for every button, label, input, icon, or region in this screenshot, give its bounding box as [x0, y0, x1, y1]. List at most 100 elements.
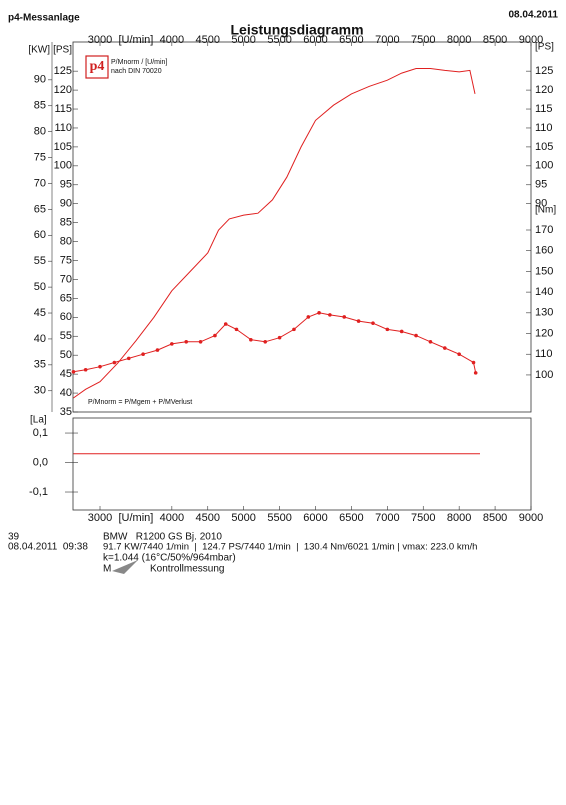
curve-point	[356, 319, 361, 323]
curve-point	[414, 333, 418, 338]
x-tick-label: 4500	[196, 34, 220, 46]
x-tick-label: 5000	[231, 34, 255, 46]
right-y-tick-label: 115	[535, 103, 553, 115]
x-axis-label: [U/min]	[119, 512, 154, 524]
curve-point	[443, 346, 447, 350]
y2-tick-label: 140	[535, 286, 553, 298]
y-tick-label: 40	[60, 387, 72, 399]
x-tick-label: 6500	[339, 34, 363, 46]
y-tick-label: 0,0	[33, 456, 48, 468]
y-tick-label: 85	[60, 217, 72, 229]
x-tick-label: 4000	[160, 512, 184, 524]
kw-tick-label: 55	[34, 255, 46, 267]
x-tick-label: 5000	[231, 512, 255, 524]
curve-point	[263, 340, 268, 344]
logo-box	[85, 55, 109, 79]
curve-point	[184, 340, 189, 344]
x-tick-label: 4500	[196, 512, 220, 524]
x-axis-label: [U/min]	[119, 34, 154, 46]
right-y-tick-label: 95	[535, 179, 547, 191]
kw-tick-label: 85	[34, 100, 46, 112]
kw-tick-label: 30	[34, 385, 46, 397]
y-tick-label: 60	[60, 311, 72, 323]
y-tick-label: 125	[54, 65, 72, 77]
y-tick-label: 55	[60, 330, 72, 342]
y-tick-label: 120	[54, 84, 72, 96]
pen-mark	[112, 560, 138, 574]
y2-tick-label: 160	[535, 245, 553, 257]
y-tick-label: 65	[60, 292, 72, 304]
x-tick-label: 7500	[411, 34, 435, 46]
datetime: 08.04.2011 09:38	[8, 542, 88, 553]
curve-point	[141, 352, 145, 357]
curve-point	[213, 333, 217, 338]
x-tick-label: 6000	[303, 512, 327, 524]
y-tick-label: 35	[60, 406, 72, 418]
kw-tick-label: 45	[34, 307, 46, 319]
curve-point	[473, 371, 478, 375]
curve-point	[155, 348, 160, 352]
kw-tick-label: 65	[34, 203, 46, 215]
y2-tick-label: 130	[535, 307, 553, 319]
right-y-axis-label: [PS]	[535, 42, 554, 53]
y2-tick-label: 120	[535, 327, 553, 339]
curve-point	[112, 360, 117, 365]
y2-tick-label: 100	[535, 369, 553, 381]
kw-tick-label: 50	[34, 281, 46, 293]
y-tick-label: 80	[60, 235, 72, 247]
curve-point	[98, 364, 102, 369]
right-y-tick-label: 105	[535, 141, 553, 153]
y-tick-label: 100	[54, 160, 72, 172]
y2-tick-label: 110	[535, 348, 553, 360]
kw-tick-label: 35	[34, 359, 46, 371]
y-tick-label: 110	[54, 122, 72, 134]
curve-point	[399, 329, 404, 334]
y2-tick-label: 150	[535, 265, 553, 277]
curve-point	[223, 322, 228, 326]
kw-tick-label: 75	[34, 151, 46, 163]
chart-title: Leistungsdiagramm	[230, 22, 363, 38]
x-tick-label: 3000	[88, 34, 112, 46]
conditions: k=1.044 (16°C/50%/964mbar)	[103, 553, 236, 564]
curve-point	[471, 360, 476, 365]
y-tick-label: 45	[60, 368, 72, 380]
y-tick-label: 95	[60, 179, 72, 191]
plot-frame	[72, 417, 532, 511]
y-tick-label: 0,1	[33, 427, 48, 439]
summary: 91.7 KW/7440 1/min | 124.7 PS/7440 1/min…	[103, 542, 477, 553]
right-y-tick-label: 90	[535, 198, 547, 210]
kw-tick-label: 60	[34, 229, 46, 241]
curve-point	[317, 311, 321, 315]
right-y-tick-label: 120	[535, 84, 553, 96]
x-tick-label: 5500	[267, 512, 291, 524]
kw-tick-label: 90	[34, 74, 46, 86]
x-tick-label: 8000	[447, 34, 471, 46]
run-number: 39	[8, 532, 20, 543]
y2-axis-label: [Nm]	[535, 205, 556, 216]
curve-point	[249, 337, 253, 342]
right-y-tick-label: 110	[535, 122, 553, 134]
lambda-label: [La]	[30, 415, 47, 426]
logo: p4	[90, 59, 105, 74]
y-tick-label: 90	[60, 198, 72, 210]
kw-tick-label: 70	[34, 177, 46, 189]
curve-point	[342, 315, 347, 319]
curve	[73, 68, 476, 399]
header-title: p4-Messanlage	[8, 13, 80, 24]
y-tick-label: 50	[60, 349, 72, 361]
y-tick-label: -0,1	[29, 486, 48, 498]
x-tick-label: 5500	[267, 34, 291, 46]
x-tick-label: 6000	[303, 34, 327, 46]
curve-point	[277, 335, 282, 340]
note: Kontrollmessung	[150, 564, 224, 575]
curve-point	[371, 321, 375, 325]
curve-point	[385, 327, 390, 332]
curve-point	[83, 367, 88, 372]
y-axis-label: [PS]	[53, 45, 72, 56]
y-tick-label: 70	[60, 273, 72, 285]
curve-point	[428, 340, 433, 344]
curve-point	[328, 313, 332, 317]
mode: M	[103, 564, 111, 575]
curve-point	[71, 370, 76, 374]
